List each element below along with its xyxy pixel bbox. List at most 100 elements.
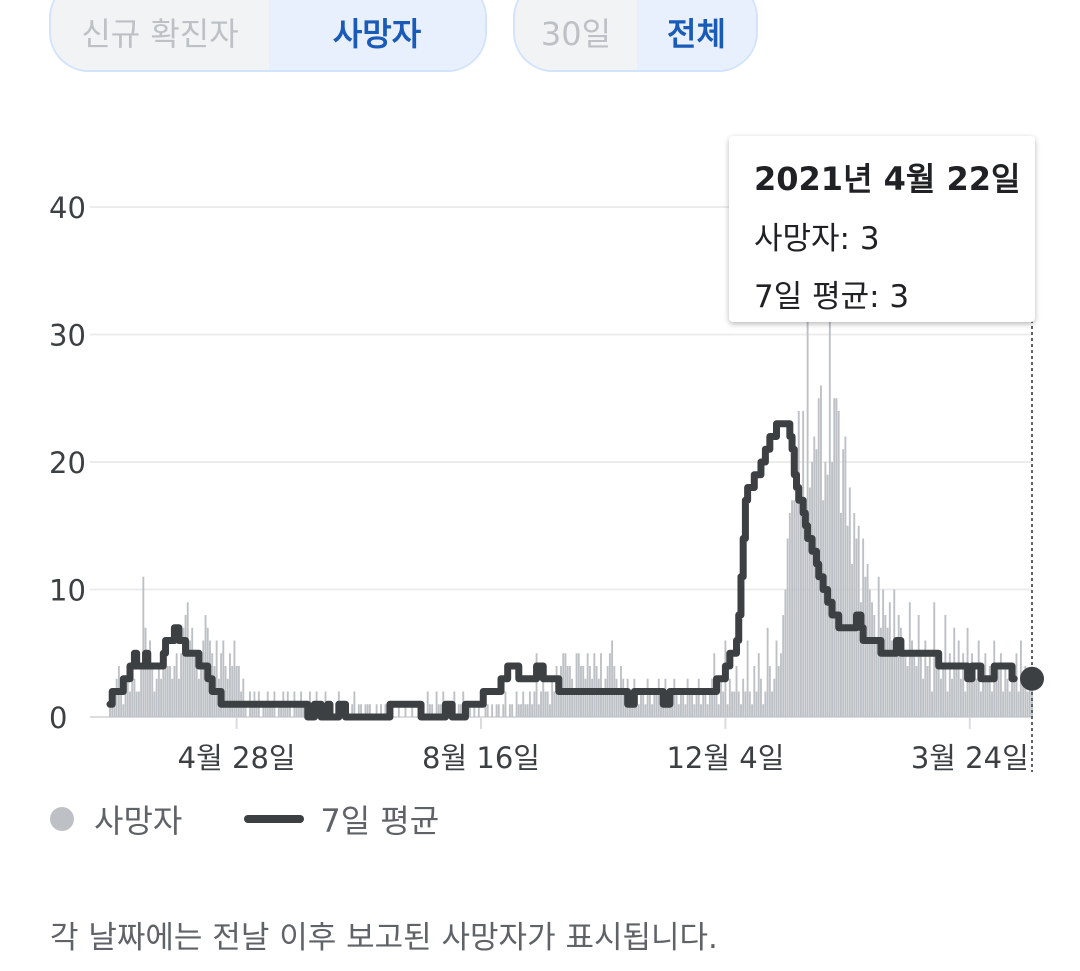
bar [708,691,711,717]
y-tick-label: 20 [49,446,86,480]
bar [995,678,998,717]
bar [1024,666,1027,717]
bar [617,691,620,717]
range-all-tab[interactable]: 전체 [637,0,756,70]
bar [457,704,460,717]
bar [1008,691,1011,717]
bar [848,487,851,717]
bar [602,691,605,717]
bar [180,653,183,717]
bar [360,704,362,717]
bar [553,691,556,717]
new-cases-tab[interactable]: 신규 확진자 [51,0,269,70]
bar [775,640,778,717]
bar [573,691,576,717]
bar [655,691,658,717]
x-tick-label: 4월 28일 [178,741,296,775]
bar [366,704,369,717]
bar [937,653,940,717]
bar [200,653,203,717]
bar [564,653,567,717]
bar [428,704,431,717]
legend-deaths-label: 사망자 [94,802,183,840]
bar [942,666,945,717]
bar [522,691,525,717]
bar [542,678,545,717]
bar [122,704,125,717]
bar [295,704,298,717]
bar [231,666,234,717]
bar [715,691,718,717]
bar [760,678,762,717]
bar [766,627,769,717]
bar [1031,678,1033,717]
bar [717,704,720,717]
bar [375,704,378,717]
bar [851,564,853,717]
bar [757,653,760,717]
bar [962,653,965,717]
bar [517,704,520,717]
bar [531,704,534,717]
x-tick-label: 3월 24일 [911,741,1029,775]
bar [706,704,709,717]
bar [1011,666,1013,717]
bar [195,666,198,717]
bar [120,691,123,717]
bar [502,704,505,717]
bar [368,704,371,717]
deaths-tab[interactable]: 사망자 [269,0,485,70]
bar [237,666,240,717]
deaths-legend-dot-icon [50,807,74,831]
bar [515,691,518,717]
bar [931,691,933,717]
bar [255,704,258,717]
deaths-chart[interactable]: 0 10 20 30 40 4월 28일 8월 16일 12월 4일 3월 24일 [0,0,1080,790]
bar [986,678,989,717]
bar [140,666,143,717]
bar [526,704,529,717]
bar [753,666,756,717]
y-tick-label: 10 [49,574,86,608]
bar [575,653,578,717]
bar [229,653,231,717]
bar [562,653,565,717]
bar [811,462,813,717]
bar [955,666,958,717]
bar [726,704,729,717]
range-30-days-tab[interactable]: 30일 [515,0,637,70]
bar [215,640,218,717]
bar [693,704,696,717]
bar [975,678,978,717]
bar [251,704,254,717]
bar [1015,653,1018,717]
bar [271,704,274,717]
bar [197,678,200,717]
bar [813,436,816,717]
bar [142,576,145,717]
bar [644,704,647,717]
bar [477,704,480,717]
bar [875,640,878,717]
bar [226,678,229,717]
chart-tooltip: 2021년 4월 22일 사망자: 3 7일 평균: 3 [729,136,1035,322]
bar [868,589,871,717]
bar [646,678,649,717]
bar [411,704,414,717]
bar [153,691,156,717]
bar [722,691,725,717]
bar [891,640,893,717]
bar [755,691,758,717]
x-axis: 4월 28일 8월 16일 12월 4일 3월 24일 [178,717,1029,775]
bar [711,678,714,717]
bar [904,653,907,717]
bar [913,653,916,717]
bar [1028,678,1031,717]
bar [133,678,136,717]
bar [277,704,280,717]
bar [1022,678,1025,717]
bar [244,704,247,717]
bar [908,602,911,717]
bar [235,666,238,717]
bar [115,678,118,717]
